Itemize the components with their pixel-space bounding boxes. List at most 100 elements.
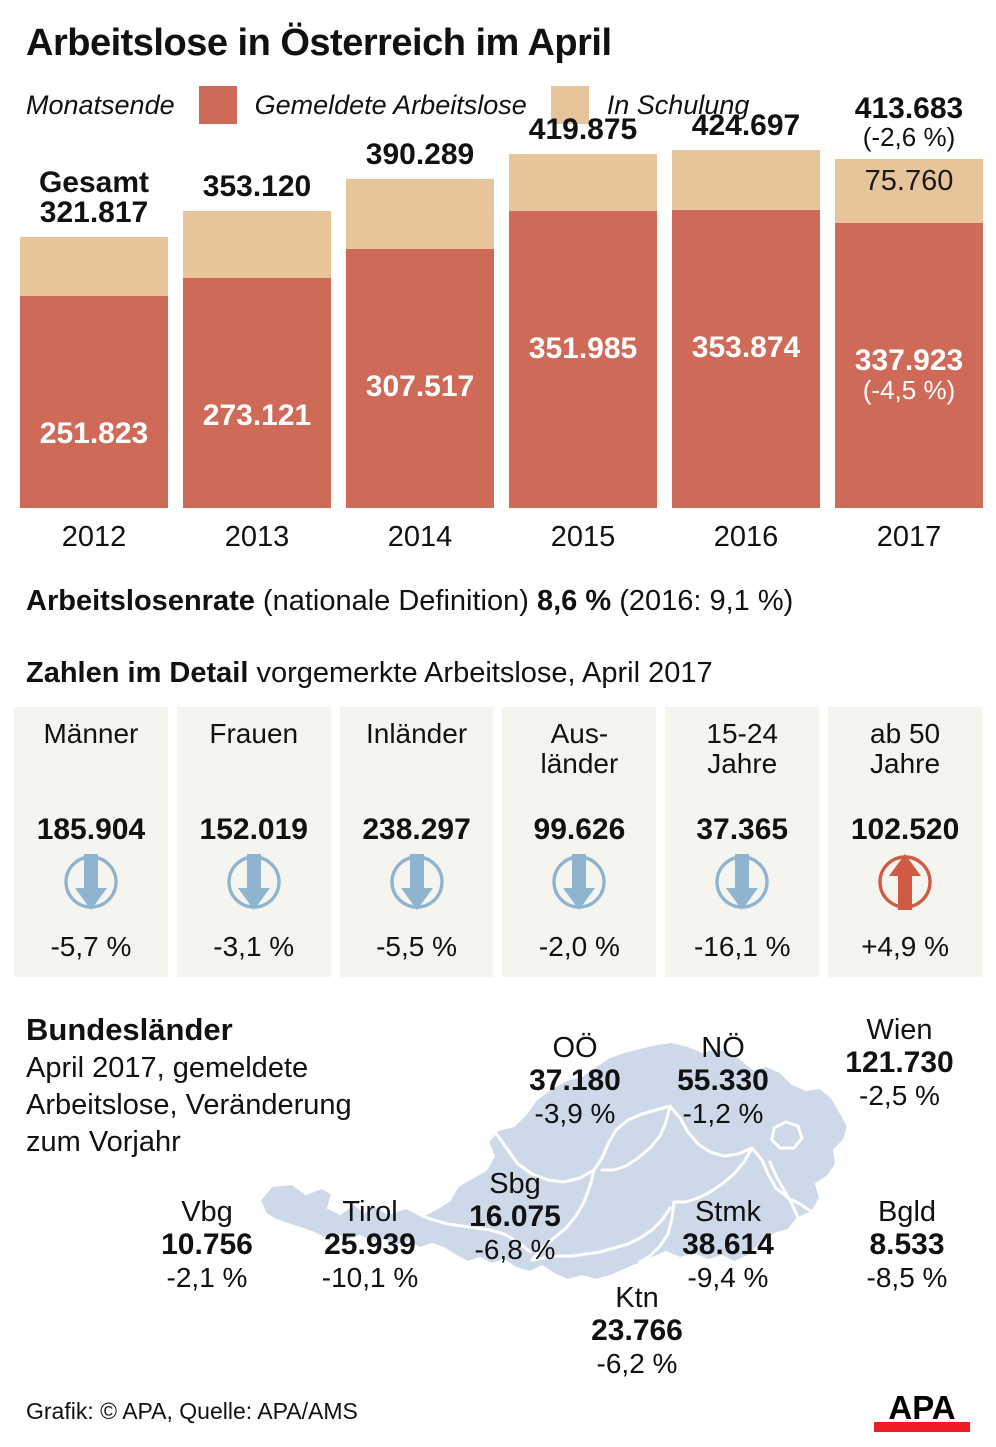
bar-x-label-2013: 2013 (224, 521, 290, 553)
bar-total-value: 390.289 (365, 138, 475, 172)
legend-label-gemeldete: Gemeldete Arbeitslose (254, 89, 527, 120)
bar-column-2014: 390.289 307.517 (346, 140, 494, 508)
region-value: 23.766 (591, 1314, 683, 1348)
detail-card-label: ab 50 Jahre (870, 718, 941, 779)
legend-prefix-label: Monatsende (26, 89, 175, 120)
bundeslaender-heading-line3: zum Vorjahr (26, 1126, 181, 1159)
detail-card-1: Frauen 152.019 -3,1 % (176, 707, 331, 977)
region-label-bgld: Bgld 8.533 -8,5 % (832, 1196, 982, 1293)
bundeslaender-heading: Bundesländer April 2017, gemeldete Arbei… (26, 1010, 352, 1161)
bar-x-label-2017: 2017 (876, 521, 942, 553)
detail-card-value: 102.520 (850, 813, 960, 846)
bar-total-value: 413.683 (854, 91, 964, 125)
bar-total-value: 353.120 (202, 170, 312, 204)
bar-column-2015: 419.875 351.985 (509, 115, 657, 508)
arrow-icon-svg (227, 854, 281, 910)
bar-x-label-2015: 2015 (550, 521, 616, 553)
arrow-up-icon (874, 851, 936, 913)
bar-segment-gemeldete-2013: 273.121 (183, 278, 331, 508)
detail-card-label: Frauen (209, 718, 299, 749)
apa-logo-bar (874, 1422, 970, 1432)
bar-total-label-2015: 419.875 (488, 115, 678, 146)
region-name: Ktn (615, 1282, 659, 1314)
gesamt-caption: Gesamt (38, 165, 150, 199)
rate-label: Arbeitslosenrate (26, 585, 255, 617)
arrow-icon-svg (64, 854, 118, 910)
bar-total-label-2012: Gesamt 321.817 (0, 165, 189, 229)
detail-heading-rest: vorgemerkte Arbeitslose, April 2017 (248, 657, 713, 689)
arrow-down-icon (548, 851, 610, 913)
bundeslaender-heading-bold: Bundesländer (26, 1012, 233, 1047)
bar-column-2012: Gesamt 321.817 251.823 (20, 167, 168, 508)
bar-segment-gemeldete-2017: 337.923 (-4,5 %) (835, 223, 983, 508)
arrow-down-icon (386, 851, 448, 913)
region-name: Vbg (181, 1196, 233, 1228)
region-change: -1,2 % (682, 1098, 764, 1130)
bar-column-2017: 413.683 (-2,6 %) 75.760 337.923 (-4,5 %) (835, 93, 983, 508)
bar-x-label-2012: 2012 (61, 521, 127, 553)
arrow-down-icon (223, 851, 285, 913)
detail-card-label: Inländer (365, 718, 468, 749)
region-change: -3,9 % (534, 1098, 616, 1130)
detail-card-label: Aus-länder (540, 718, 619, 779)
arrow-icon-svg (715, 854, 769, 910)
detail-card-change: -5,5 % (376, 931, 458, 962)
region-name: OÖ (552, 1032, 598, 1064)
region-name: Tirol (342, 1196, 398, 1228)
detail-card-label: 15-24 Jahre (706, 718, 779, 779)
bar-total-label-2017: 413.683 (-2,6 %) (814, 91, 996, 153)
bar-total-change: (-2,6 %) (862, 122, 956, 153)
bar-segment-gemeldete-label: 251.823 (39, 417, 149, 450)
region-value: 38.614 (682, 1228, 774, 1262)
bar-segment-gemeldete-2014: 307.517 (346, 249, 494, 508)
region-label-stmk: Stmk 38.614 -9,4 % (648, 1196, 808, 1293)
region-label-sbg: Sbg 16.075 -6,8 % (440, 1168, 590, 1265)
bar-column-2013: 353.120 273.121 (183, 172, 331, 508)
region-label-ooe: OÖ 37.180 -3,9 % (500, 1032, 650, 1129)
rate-previous-year: (2016: 9,1 %) (611, 585, 794, 617)
detail-card-value: 99.626 (533, 813, 626, 846)
austria-outline-shape (258, 1040, 850, 1282)
page-title: Arbeitslose in Österreich im April (26, 22, 612, 64)
bar-segment-gemeldete-2012: 251.823 (20, 296, 168, 508)
region-value: 37.180 (529, 1064, 621, 1098)
chart-legend: Monatsende Gemeldete Arbeitslose In Schu… (26, 86, 749, 124)
bar-segment-gemeldete-2015: 351.985 (509, 211, 657, 508)
detail-card-change: -5,7 % (50, 931, 132, 962)
detail-cards: Männer 185.904 -5,7 % Frauen 152.019 -3,1 % In… (14, 707, 982, 977)
region-value: 16.075 (469, 1200, 561, 1234)
rate-definition: (nationale Definition) (254, 585, 537, 617)
region-value: 25.939 (324, 1228, 416, 1262)
bar-segment-gemeldete-label: 351.985 (528, 332, 638, 365)
apa-logo: APA (870, 1386, 974, 1434)
region-change: -2,1 % (166, 1262, 248, 1294)
detail-card-change: -3,1 % (213, 931, 295, 962)
region-change: -2,5 % (859, 1080, 940, 1112)
region-label-wien: Wien 121.730 -2,5 % (812, 1014, 987, 1111)
detail-card-change: +4,9 % (861, 931, 950, 962)
arrow-icon-svg (878, 854, 932, 910)
bar-column-2016: 424.697 353.874 (672, 111, 820, 508)
region-label-ktn: Ktn 23.766 -6,2 % (562, 1282, 712, 1379)
region-name: Sbg (489, 1168, 541, 1200)
bar-x-label-2016: 2016 (713, 521, 779, 553)
bar-total-label-2014: 390.289 (325, 140, 515, 171)
bundeslaender-heading-line2: Arbeitslose, Veränderung (26, 1089, 352, 1122)
region-name: Wien (866, 1014, 933, 1046)
rate-value: 8,6 % (536, 585, 612, 617)
bar-segment-gemeldete-2016: 353.874 (672, 210, 820, 508)
bar-total-value: 424.697 (691, 109, 801, 143)
region-change: -6,2 % (596, 1348, 678, 1380)
bar-segment-gemeldete-label: 307.517 (365, 370, 475, 403)
detail-card-change: -2,0 % (538, 931, 620, 962)
detail-card-5: ab 50 Jahre 102.520 +4,9 % (828, 707, 982, 977)
bar-segment-schulung-2015 (509, 154, 657, 211)
region-change: -8,5 % (866, 1262, 948, 1294)
detail-card-3: Aus-länder 99.626 -2,0 % (502, 707, 657, 977)
bar-total-label-2016: 424.697 (651, 111, 841, 142)
region-name: Stmk (694, 1196, 762, 1228)
bar-segment-schulung-2012 (20, 237, 168, 296)
vienna-shape (770, 1120, 804, 1150)
region-value: 8.533 (869, 1228, 945, 1262)
